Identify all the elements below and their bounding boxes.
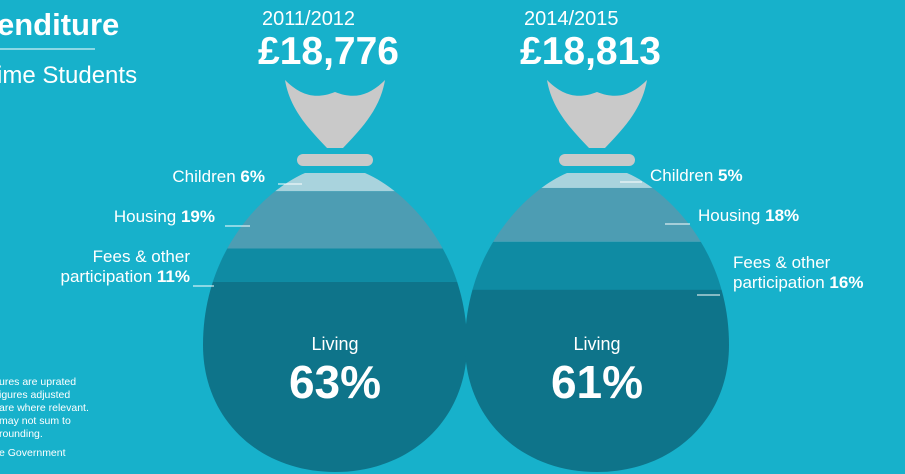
segment-value: 63% — [289, 356, 381, 408]
segment-label: Children 6% — [90, 167, 265, 187]
footnote: are where relevant. — [0, 402, 89, 414]
bag-year: 2011/2012 — [262, 8, 355, 30]
bag-segment — [457, 242, 737, 290]
segment-name: Fees & other participation — [733, 253, 830, 292]
bag-total: £18,813 — [520, 30, 661, 73]
segment-label: Fees & other participation 16% — [733, 253, 905, 293]
segment-name: Living — [311, 334, 358, 354]
bag-tie — [559, 154, 635, 166]
bag-segment — [195, 191, 475, 248]
segment-value: 16% — [829, 273, 863, 292]
bag-knot — [547, 80, 647, 148]
segment-value: 6% — [240, 167, 265, 186]
chart: enditure ime Students 2011/2012£18,776 Li… — [0, 0, 905, 474]
segment-value: 5% — [718, 166, 743, 185]
infographic: enditure ime Students 2011/2012£18,776 Li… — [0, 0, 905, 474]
bag-segment — [195, 249, 475, 282]
segment-value: 61% — [551, 356, 643, 408]
segment-name: Children — [650, 166, 713, 185]
segment-value: 18% — [765, 206, 799, 225]
segment-label: Children 5% — [650, 166, 825, 186]
page-title: enditure — [0, 7, 119, 42]
footnote: e Government — [0, 447, 66, 459]
footnote: ures are uprated — [0, 376, 76, 388]
bag-year: 2014/2015 — [524, 8, 619, 30]
bag-tie — [297, 154, 373, 166]
segment-name: Living — [573, 334, 620, 354]
segment-label: Fees & other participation 11% — [18, 247, 190, 287]
bag-body — [457, 173, 737, 472]
segment-name: Children — [172, 167, 235, 186]
bag-total: £18,776 — [258, 30, 399, 73]
segment-label: Housing 19% — [43, 207, 215, 227]
footnote: may not sum to — [0, 415, 71, 427]
bag-segment — [457, 188, 737, 242]
footnote: igures adjusted — [0, 389, 70, 401]
segment-value: 19% — [181, 207, 215, 226]
footnote: rounding. — [0, 428, 43, 440]
segment-value: 11% — [157, 267, 190, 286]
bag-knot — [285, 80, 385, 148]
page-subtitle: ime Students — [0, 62, 137, 89]
segment-label: Housing 18% — [698, 206, 873, 226]
bag-body — [195, 173, 475, 472]
segment-name: Housing — [114, 207, 176, 226]
segment-name: Housing — [698, 206, 760, 225]
